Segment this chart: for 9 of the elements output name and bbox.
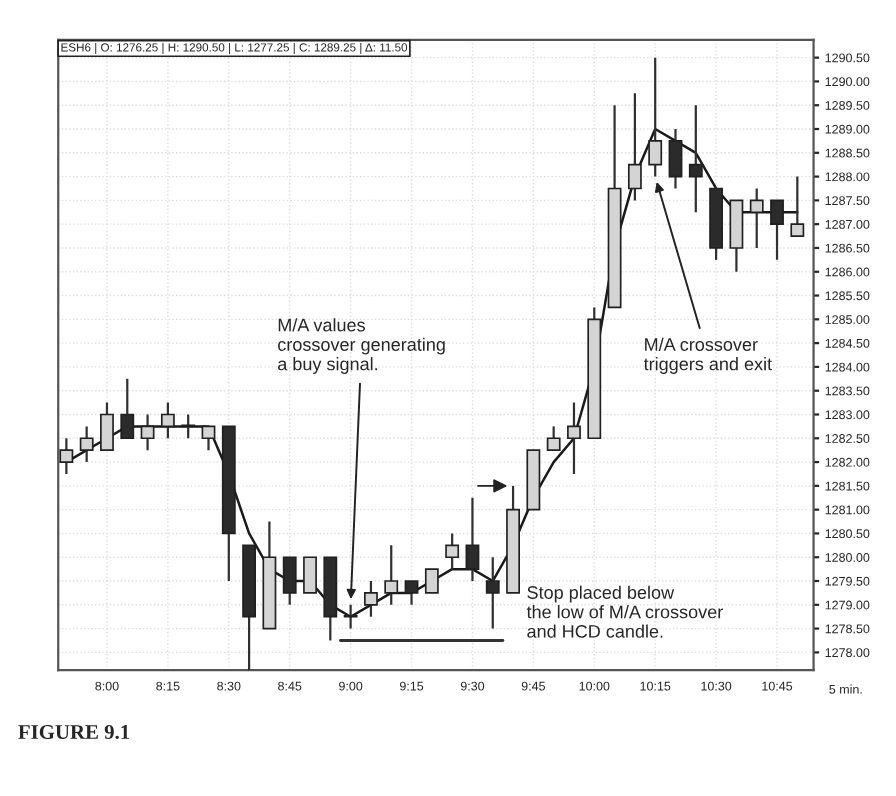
- candlestick: [120, 377, 135, 440]
- annotation: M/A values crossover generating a buy signal.: [278, 318, 445, 374]
- candlestick: [282, 556, 297, 606]
- candlestick: [465, 496, 480, 583]
- caption: FIGURE 9.1: [18, 725, 130, 740]
- annotation: M/A crossover triggers and exit: [643, 337, 772, 374]
- candlestick: [404, 579, 419, 606]
- ref-line-label: Stop placed below the low of M/A crossover and HCD candle.: [526, 585, 723, 638]
- candlestick: [770, 199, 784, 261]
